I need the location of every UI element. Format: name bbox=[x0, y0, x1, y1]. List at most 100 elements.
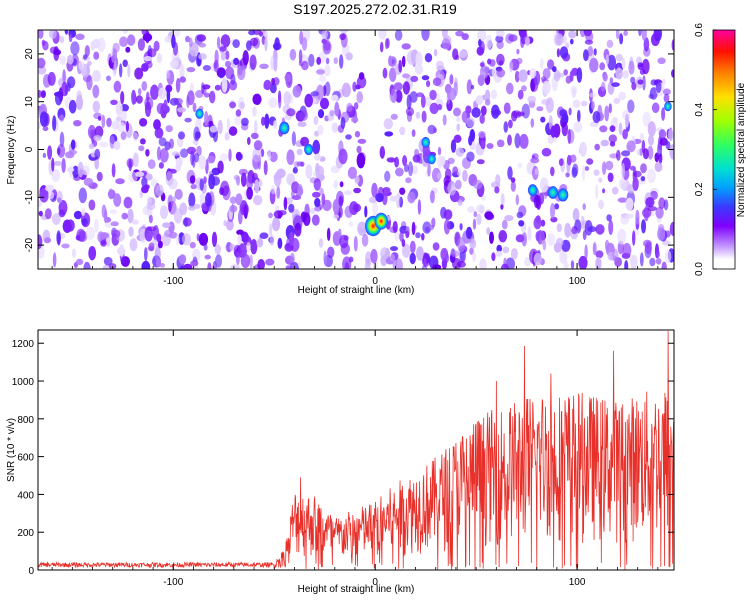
heatmap-cell bbox=[248, 30, 256, 36]
heatmap-cell bbox=[592, 242, 597, 256]
heatmap-cell bbox=[93, 218, 99, 233]
heatmap-cell bbox=[646, 168, 656, 184]
heatmap-cell bbox=[422, 221, 432, 234]
heatmap-cell bbox=[613, 97, 621, 104]
heatmap-cell bbox=[150, 84, 159, 100]
heatmap-cell bbox=[380, 247, 390, 260]
heatmap-cell bbox=[312, 139, 321, 155]
heatmap-cell bbox=[198, 42, 207, 48]
heatmap-cell bbox=[491, 252, 496, 262]
heatmap-cell bbox=[455, 147, 465, 157]
heatmap-cell bbox=[284, 73, 292, 83]
heatmap-cell bbox=[85, 226, 95, 240]
heatmap-cell bbox=[562, 34, 567, 45]
heatmap-cell bbox=[154, 127, 164, 139]
y-tick-label: 20 bbox=[24, 48, 35, 60]
heatmap-cell bbox=[515, 194, 519, 206]
heatmap-cell bbox=[495, 250, 503, 257]
heatmap-cell bbox=[405, 177, 412, 184]
heatmap-cell bbox=[642, 75, 646, 91]
heatmap-cell bbox=[229, 205, 238, 213]
heatmap-cell bbox=[414, 64, 424, 75]
heatmap-cell bbox=[556, 223, 562, 233]
heatmap-cell bbox=[515, 234, 525, 243]
heatmap-cell bbox=[540, 116, 546, 123]
heatmap-cell bbox=[432, 242, 440, 251]
heatmap-cell bbox=[618, 122, 623, 135]
heatmap-cell bbox=[101, 204, 107, 219]
heatmap-cell bbox=[313, 178, 321, 191]
heatmap-cell bbox=[625, 113, 629, 128]
heatmap-cell bbox=[271, 77, 275, 85]
heatmap-cell bbox=[506, 82, 514, 95]
heatmap-cell bbox=[175, 78, 181, 93]
heatmap-cell bbox=[252, 106, 257, 117]
heatmap-cell bbox=[229, 196, 237, 204]
heatmap-cell bbox=[561, 121, 568, 137]
heatmap-cell bbox=[265, 258, 275, 266]
heatmap-cell bbox=[164, 35, 172, 43]
heatmap-cell bbox=[534, 168, 539, 175]
heatmap-cell bbox=[42, 40, 49, 51]
heatmap-cell bbox=[286, 173, 296, 186]
heatmap-cell bbox=[664, 250, 672, 264]
heatmap-cell bbox=[441, 38, 451, 50]
heatmap-cell bbox=[141, 185, 149, 194]
heatmap-cell bbox=[146, 202, 156, 211]
heatmap-cell bbox=[338, 195, 344, 207]
heatmap-cell bbox=[169, 97, 179, 106]
heatmap-cell bbox=[47, 145, 53, 160]
heatmap-cell bbox=[390, 246, 398, 252]
heatmap-cell bbox=[475, 95, 484, 105]
heatmap-cell bbox=[399, 231, 404, 242]
heatmap-cell bbox=[333, 57, 339, 64]
heatmap-cell bbox=[129, 238, 138, 252]
heatmap-cell bbox=[664, 230, 671, 238]
heatmap-cell bbox=[180, 148, 189, 158]
heatmap-cell bbox=[573, 121, 583, 133]
heatmap-cell bbox=[132, 152, 139, 168]
heatmap-cell bbox=[291, 131, 296, 146]
heatmap-cell bbox=[406, 50, 416, 65]
heatmap-cell bbox=[598, 199, 604, 210]
heatmap-cell bbox=[151, 178, 157, 188]
heatmap-cell bbox=[427, 162, 431, 177]
heatmap-cell bbox=[572, 208, 580, 222]
heatmap-cell bbox=[489, 231, 494, 244]
heatmap-cell bbox=[452, 166, 459, 175]
heatmap-cell bbox=[339, 54, 344, 69]
heatmap-cell bbox=[188, 37, 193, 48]
heatmap-cell bbox=[184, 217, 188, 227]
heatmap-cell bbox=[323, 250, 327, 266]
heatmap-cell bbox=[525, 36, 530, 47]
heatmap-cell bbox=[625, 197, 634, 211]
heatmap-cell bbox=[38, 89, 42, 99]
heatmap-cell bbox=[508, 34, 518, 42]
heatmap-cell bbox=[73, 120, 82, 127]
heatmap-cell bbox=[153, 40, 160, 52]
heatmap-cell bbox=[144, 247, 148, 262]
heatmap-cell bbox=[226, 117, 231, 131]
heatmap-cell bbox=[521, 103, 530, 119]
heatmap-cell bbox=[639, 252, 644, 267]
heatmap-cell bbox=[67, 167, 75, 173]
heatmap-x-label: Height of straight line (km) bbox=[298, 285, 415, 296]
snr-series-line bbox=[38, 330, 674, 570]
heatmap-cell bbox=[159, 148, 169, 163]
heatmap-cell bbox=[629, 165, 636, 171]
heatmap-cell bbox=[607, 172, 614, 183]
heatmap-cell bbox=[192, 102, 197, 113]
heatmap-cell bbox=[577, 109, 581, 123]
heatmap-cell bbox=[299, 110, 308, 121]
heatmap-cell bbox=[639, 133, 645, 141]
heatmap-cell bbox=[401, 43, 411, 50]
heatmap-cell bbox=[584, 244, 588, 260]
heatmap-cell bbox=[147, 48, 157, 58]
heatmap-cell bbox=[84, 45, 90, 57]
heatmap-cell bbox=[120, 131, 127, 141]
heatmap-cell bbox=[356, 152, 366, 169]
heatmap-cell bbox=[539, 177, 549, 193]
heatmap-cell bbox=[208, 173, 216, 190]
heatmap-cell bbox=[158, 87, 167, 100]
heatmap-cell bbox=[508, 119, 513, 129]
